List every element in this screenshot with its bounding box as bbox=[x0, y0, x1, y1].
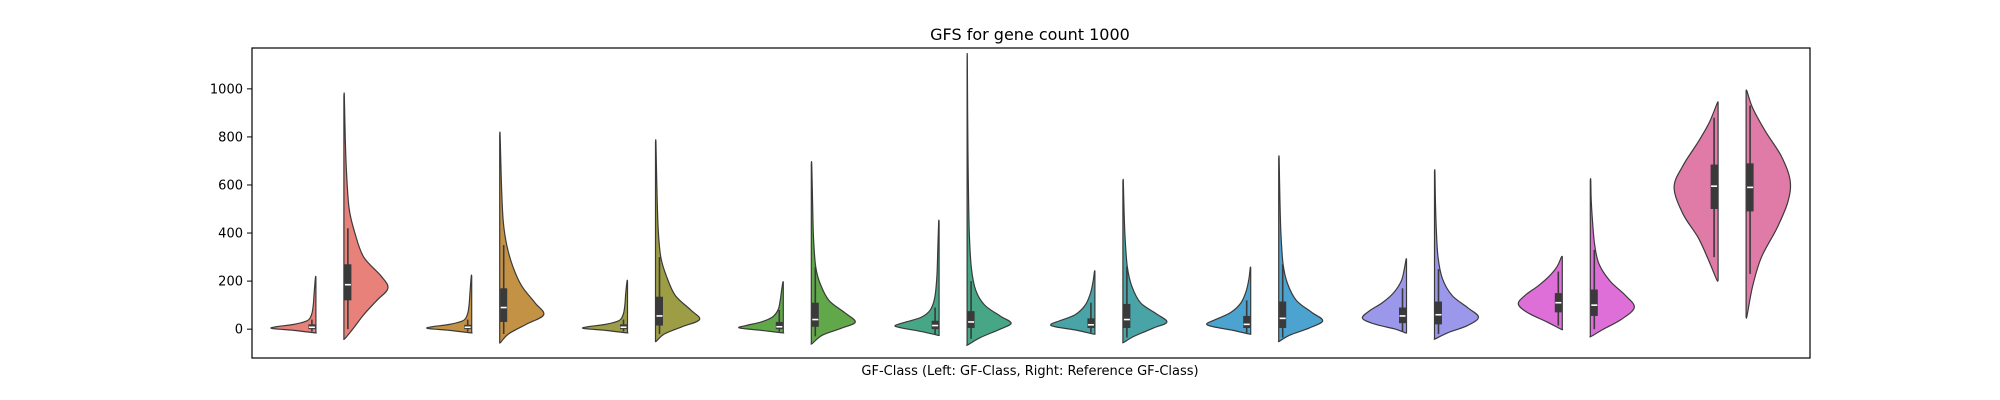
violin-right-body bbox=[1589, 178, 1635, 338]
violin-right-body bbox=[1433, 169, 1480, 340]
y-tick-label: 1000 bbox=[210, 82, 243, 97]
violin-right-body bbox=[810, 161, 856, 345]
violin-right-iqr-box bbox=[1123, 303, 1131, 328]
violin-right bbox=[966, 52, 1012, 346]
violin-right bbox=[1433, 169, 1480, 340]
violin-left-body bbox=[1517, 255, 1564, 331]
violin-right-iqr-box bbox=[811, 302, 819, 327]
violin-right-body bbox=[966, 52, 1012, 346]
violin-right-body bbox=[654, 139, 701, 343]
violin-left bbox=[1050, 270, 1096, 335]
violin-right-iqr-box bbox=[344, 264, 352, 301]
plot-frame bbox=[251, 47, 1811, 359]
violin-left bbox=[1517, 255, 1564, 331]
violin-right-iqr-box bbox=[656, 296, 663, 326]
violin-left-body bbox=[738, 281, 785, 334]
violin-right-iqr-box bbox=[1435, 301, 1442, 325]
violin-right-iqr-box bbox=[500, 288, 508, 322]
violin-left-iqr-box bbox=[1087, 318, 1095, 328]
violin-right bbox=[1122, 178, 1168, 344]
violin-left-iqr-box bbox=[775, 321, 783, 330]
violin-left bbox=[1361, 258, 1408, 334]
y-tick-label: 800 bbox=[218, 130, 243, 145]
violin-left-body bbox=[426, 274, 473, 334]
chart-title: GFS for gene count 1000 bbox=[930, 25, 1130, 44]
violin-left bbox=[738, 281, 785, 334]
violin-right-body bbox=[1277, 155, 1324, 343]
violin-right bbox=[654, 139, 701, 343]
violin-left-body bbox=[1206, 266, 1252, 335]
violin-right bbox=[343, 92, 389, 341]
violin-right-body bbox=[1122, 178, 1168, 344]
violin-left-body bbox=[894, 219, 940, 337]
violin-left bbox=[1206, 266, 1252, 335]
violin-left bbox=[581, 279, 629, 334]
violin-right bbox=[810, 161, 856, 345]
y-tick-label: 200 bbox=[218, 275, 243, 290]
violin-left-body bbox=[1361, 258, 1408, 334]
x-axis-label: GF-Class (Left: GF-Class, Right: Referen… bbox=[861, 364, 1198, 379]
violin-right-iqr-box bbox=[1590, 289, 1598, 316]
violin-left bbox=[270, 275, 317, 334]
y-axis: 0 200 400 600 800 1000 bbox=[210, 82, 252, 338]
violin-left bbox=[1673, 101, 1719, 282]
violins bbox=[270, 52, 1792, 346]
violin-right-body bbox=[499, 131, 545, 344]
violin-right-iqr-box bbox=[1279, 301, 1287, 328]
violin-left-body bbox=[1050, 270, 1096, 335]
violin-left bbox=[426, 274, 473, 334]
violin-right bbox=[1589, 178, 1635, 338]
violin-right-iqr-box bbox=[967, 311, 975, 328]
violin-left-iqr-box bbox=[1243, 315, 1251, 328]
y-tick-label: 0 bbox=[235, 323, 243, 338]
violin-right bbox=[1745, 89, 1792, 319]
violin-right-body bbox=[1745, 89, 1792, 319]
violin-right-body bbox=[343, 92, 389, 341]
y-tick-label: 600 bbox=[218, 178, 243, 193]
violin-right bbox=[1277, 155, 1324, 343]
violin-left bbox=[894, 219, 940, 337]
violin-right bbox=[499, 131, 545, 344]
violin-left-body bbox=[1673, 101, 1719, 282]
y-tick-label: 400 bbox=[218, 227, 243, 242]
